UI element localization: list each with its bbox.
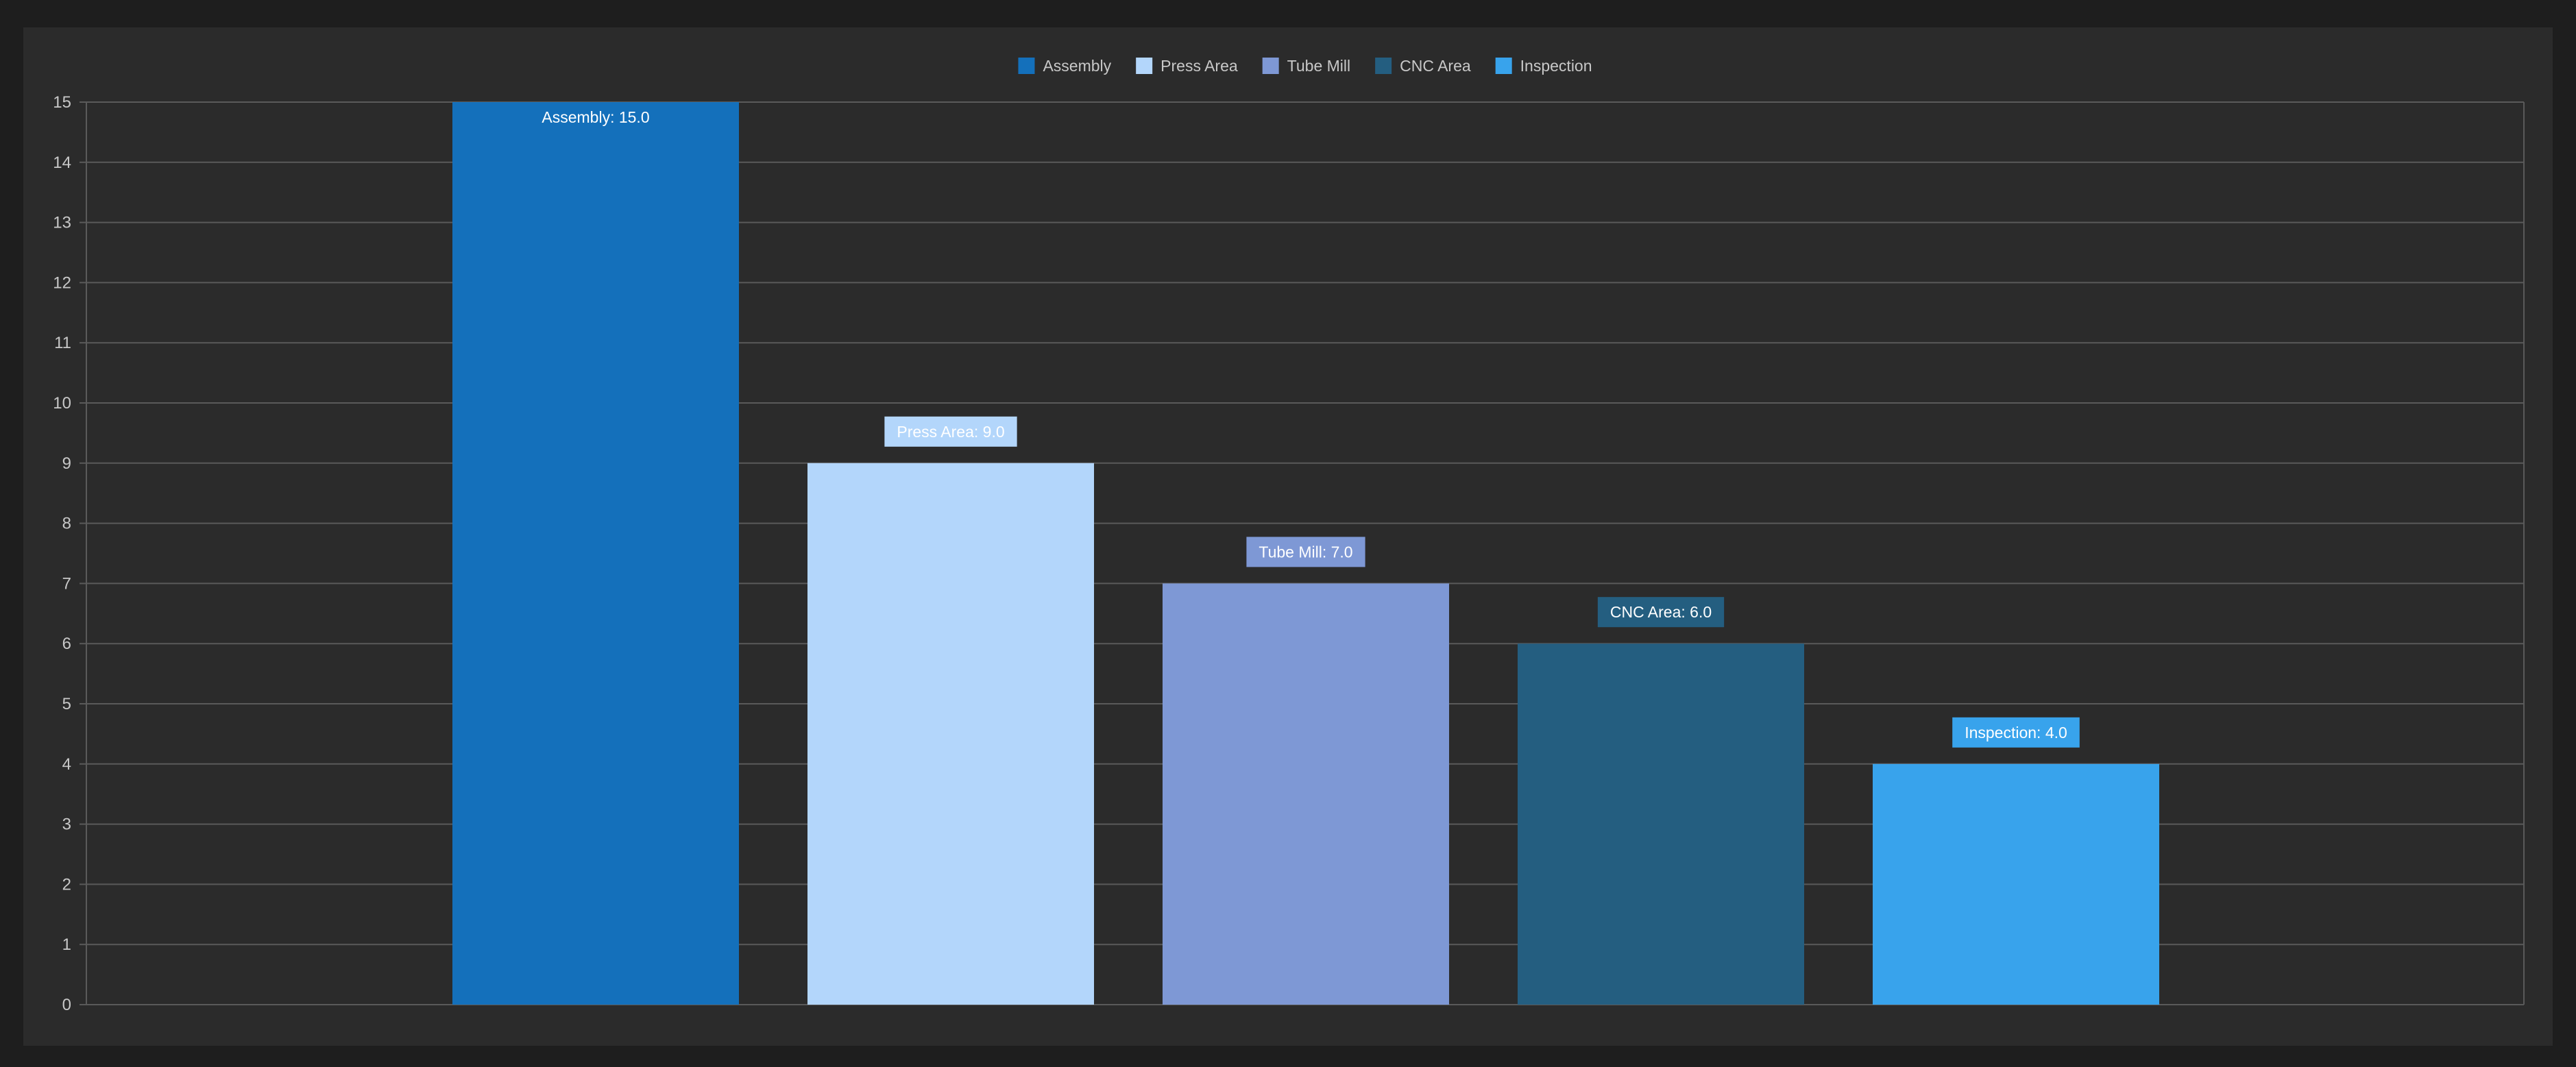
data-label: Assembly: 15.0: [542, 108, 649, 126]
y-tick-label: 10: [53, 394, 71, 413]
legend: Assembly Press Area Tube Mill CNC Area Inspe…: [1018, 57, 1592, 75]
legend-swatch: [1136, 58, 1153, 74]
legend-label: Tube Mill: [1287, 57, 1350, 75]
legend-label: Press Area: [1161, 57, 1238, 75]
bar-press-area: [807, 463, 1094, 1005]
bar-assembly: [452, 102, 739, 1005]
legend-swatch: [1495, 58, 1512, 74]
y-tick-label: 9: [62, 454, 71, 473]
y-tick-label: 11: [54, 334, 71, 352]
y-tick-label: 5: [62, 695, 71, 713]
y-tick-label: 0: [62, 996, 71, 1014]
y-tick-label: 14: [53, 154, 71, 172]
bars: [452, 102, 2159, 1005]
data-label-background: [1597, 597, 1725, 628]
bar-cnc-area: [1518, 643, 1804, 1005]
bar-inspection: [1873, 763, 2159, 1005]
data-label: CNC Area: 6.0: [1610, 603, 1712, 621]
y-tick-label: 4: [62, 755, 71, 774]
y-tick-label: 15: [53, 93, 71, 112]
data-label-background: [884, 416, 1017, 447]
legend-swatch: [1018, 58, 1035, 74]
data-label: Press Area: 9.0: [897, 423, 1004, 441]
data-labels: Assembly: 15.0 Press Area: 9.0 Tube Mill: …: [542, 108, 2080, 748]
y-tick-label: 12: [53, 273, 71, 292]
legend-swatch: [1375, 58, 1392, 74]
y-tick-label: 1: [62, 935, 71, 954]
legend-label: Assembly: [1043, 57, 1111, 75]
data-label: Tube Mill: 7.0: [1259, 543, 1352, 561]
y-tick-label: 2: [62, 875, 71, 894]
legend-label: Inspection: [1520, 57, 1592, 75]
y-tick-label: 7: [62, 574, 71, 593]
data-label-background: [1246, 537, 1365, 567]
legend-swatch: [1262, 58, 1279, 74]
y-tick-label: 8: [62, 515, 71, 533]
legend-label: CNC Area: [1400, 57, 1471, 75]
bar-tube-mill: [1163, 583, 1449, 1005]
y-tick-label: 6: [62, 635, 71, 653]
data-label: Inspection: 4.0: [1965, 724, 2067, 741]
data-label-background: [1952, 717, 2080, 748]
y-tick-label: 13: [53, 214, 71, 232]
y-tick-label: 3: [62, 815, 71, 834]
